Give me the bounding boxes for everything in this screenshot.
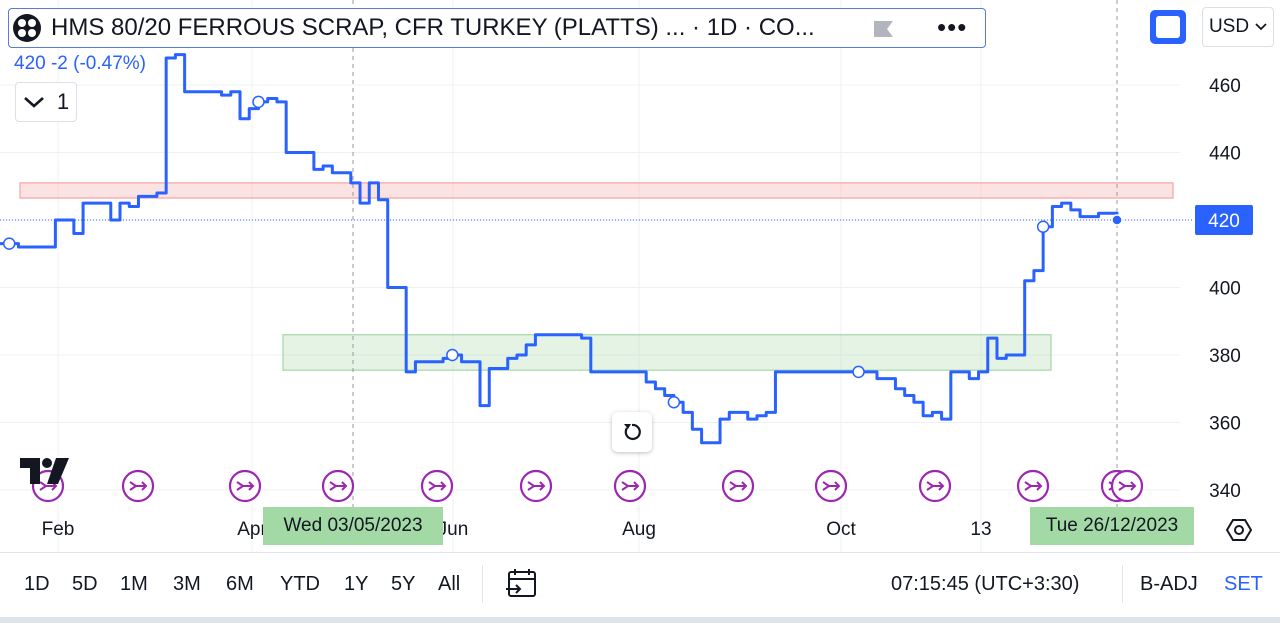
data-point-marker xyxy=(667,396,681,409)
range-1y-button[interactable]: 1Y xyxy=(344,573,369,595)
collapse-indicators-button[interactable]: 1 xyxy=(15,82,77,122)
x-tick-label: Oct xyxy=(826,519,856,540)
reset-chart-button[interactable] xyxy=(612,412,652,452)
range-5d-button[interactable]: 5D xyxy=(72,573,98,595)
range-5y-button[interactable]: 5Y xyxy=(391,573,416,595)
clock-readout[interactable]: 07:15:45 (UTC+3:30) xyxy=(891,573,1080,595)
flag-icon[interactable] xyxy=(871,19,897,39)
event-marker-icon[interactable] xyxy=(1110,469,1144,503)
symbol-title[interactable]: HMS 80/20 FERROUS SCRAP, CFR TURKEY (PLA… xyxy=(51,14,815,41)
y-tick-label: 340 xyxy=(1209,481,1241,502)
indicator-count: 1 xyxy=(56,89,70,114)
event-marker-icon[interactable] xyxy=(519,469,553,503)
currency-label: USD xyxy=(1208,16,1250,37)
more-options-icon[interactable]: ••• xyxy=(937,12,968,42)
range-3m-button[interactable]: 3M xyxy=(173,573,201,595)
x-tick-label: Apr xyxy=(237,519,267,540)
event-marker-icon[interactable] xyxy=(613,469,647,503)
toolbar-divider xyxy=(0,552,1280,553)
layout-frame-icon xyxy=(1150,10,1186,44)
last-point-marker xyxy=(1111,214,1123,226)
data-point-marker xyxy=(446,348,459,362)
last-price-badge xyxy=(1195,205,1253,235)
y-tick-label: 360 xyxy=(1209,414,1241,435)
event-marker-icon[interactable] xyxy=(721,469,755,503)
range-1m-button[interactable]: 1M xyxy=(120,573,148,595)
crosshair-date-label: Tue 26/12/2023 xyxy=(1030,507,1194,545)
event-marker-icon[interactable] xyxy=(228,469,262,503)
adjustment-toggle[interactable]: B-ADJ xyxy=(1140,573,1198,595)
x-tick-label: Jun xyxy=(438,519,469,540)
event-marker-icon[interactable] xyxy=(121,469,155,503)
range-ytd-button[interactable]: YTD xyxy=(280,573,320,595)
range-6m-button[interactable]: 6M xyxy=(226,573,254,595)
event-marker-icon[interactable] xyxy=(420,469,454,503)
toolbar-separator xyxy=(1122,565,1123,603)
fullscreen-button[interactable] xyxy=(1147,7,1189,47)
symbol-title-box[interactable]: HMS 80/20 FERROUS SCRAP, CFR TURKEY (PLA… xyxy=(8,8,986,48)
x-tick-label: Feb xyxy=(42,519,75,540)
x-tick-label: Aug xyxy=(622,519,656,540)
resistance-zone xyxy=(19,182,1174,199)
price-chart[interactable]: 460440420400380360340420 FebAprJunAugOct… xyxy=(0,0,1280,552)
y-tick-label: 400 xyxy=(1209,279,1241,300)
symbol-logo-icon xyxy=(13,14,41,42)
go-to-date-icon[interactable] xyxy=(504,567,538,601)
event-marker-icon[interactable] xyxy=(321,469,355,503)
toolbar-separator xyxy=(482,565,483,603)
chevron-down-icon xyxy=(24,97,44,108)
support-zone xyxy=(282,334,1052,371)
data-point-marker xyxy=(252,95,265,109)
currency-selector[interactable]: USD xyxy=(1202,7,1274,47)
event-marker-icon[interactable] xyxy=(814,469,848,503)
tradingview-logo-icon xyxy=(20,458,69,484)
range-all-button[interactable]: All xyxy=(438,573,461,595)
crosshair-date-label: Wed 03/05/2023 xyxy=(263,507,443,545)
data-point-marker xyxy=(852,365,865,379)
last-price-label: 420 xyxy=(1208,211,1240,232)
y-tick-label: 440 xyxy=(1209,144,1241,165)
x-tick-label: 13 xyxy=(970,519,991,540)
price-series-line xyxy=(0,53,1119,445)
chevron-down-icon xyxy=(1255,23,1267,31)
event-marker-icon[interactable] xyxy=(1016,469,1050,503)
bottom-toolbar: 1D 5D 1M 3M 6M YTD 1Y 5Y All 07:15:45 (U… xyxy=(0,553,1280,617)
y-tick-label: 380 xyxy=(1209,346,1241,367)
data-point-marker xyxy=(1036,220,1050,233)
price-change-readout: 420 -2 (-0.47%) xyxy=(14,53,147,74)
range-1d-button[interactable]: 1D xyxy=(24,573,50,595)
data-point-marker xyxy=(2,237,16,250)
refresh-icon xyxy=(624,423,641,441)
event-marker-icon[interactable] xyxy=(918,469,952,503)
session-toggle[interactable]: SET xyxy=(1224,573,1263,595)
settings-icon[interactable] xyxy=(1226,517,1252,543)
bottom-strip xyxy=(0,617,1280,623)
y-tick-label: 460 xyxy=(1209,76,1241,97)
